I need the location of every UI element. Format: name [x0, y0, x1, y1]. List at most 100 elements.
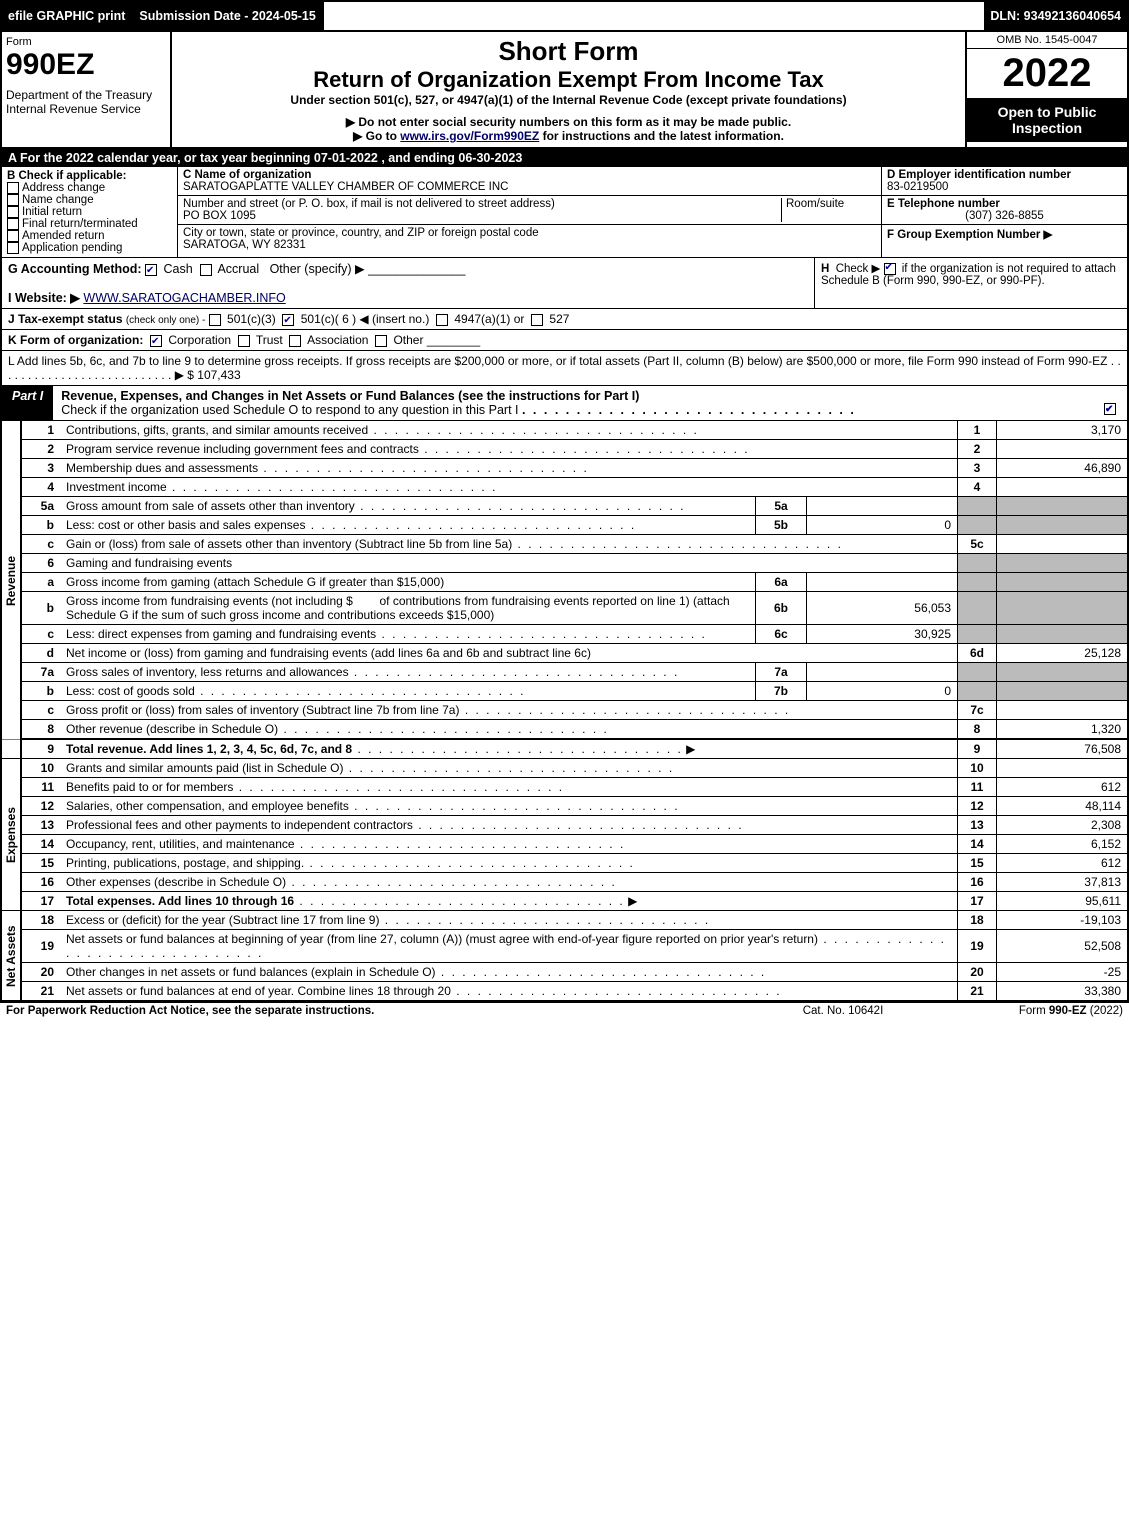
line-number: 14	[21, 835, 62, 854]
page-footer: For Paperwork Reduction Act Notice, see …	[0, 1001, 1129, 1019]
line-box: 2	[958, 440, 997, 459]
line-6c: c Less: direct expenses from gaming and …	[1, 625, 1128, 644]
line-amount: 1,320	[997, 720, 1129, 740]
right-header-block: OMB No. 1545-0047 2022 Open to Public In…	[965, 32, 1127, 147]
checkbox-cash-icon[interactable]	[145, 264, 157, 276]
d-ein-block: D Employer identification number 83-0219…	[882, 167, 1127, 196]
greyed-cell	[997, 663, 1129, 682]
checkbox-icon[interactable]	[7, 206, 19, 218]
line-6: 6 Gaming and fundraising events	[1, 554, 1128, 573]
line-number: 19	[21, 930, 62, 963]
line-10: Expenses 10 Grants and similar amounts p…	[1, 759, 1128, 778]
line-desc: Less: cost of goods sold	[66, 684, 195, 698]
b-item-initial-return[interactable]: Initial return	[7, 206, 172, 218]
col-b-check-applicable: B Check if applicable: Address change Na…	[2, 167, 178, 257]
submission-date: Submission Date - 2024-05-15	[133, 2, 323, 30]
line-desc: Printing, publications, postage, and shi…	[66, 856, 304, 870]
g-accounting-method: G Accounting Method: Cash Accrual Other …	[2, 258, 814, 308]
line-8: 8 Other revenue (describe in Schedule O)…	[1, 720, 1128, 740]
open-public-inspection: Open to Public Inspection	[967, 98, 1127, 142]
line-box: 17	[958, 892, 997, 911]
line-desc: Investment income	[66, 480, 167, 494]
footer-form-ref: Form 990-EZ (2022)	[943, 1005, 1123, 1017]
website-link[interactable]: WWW.SARATOGACHAMBER.INFO	[83, 291, 285, 305]
line-mid-box: 5a	[756, 497, 807, 516]
checkbox-icon[interactable]	[7, 182, 19, 194]
sidelabel-net-assets: Net Assets	[1, 911, 21, 1001]
line-6b: b Gross income from fundraising events (…	[1, 592, 1128, 625]
footer-form-pre: Form	[1019, 1005, 1049, 1017]
checkbox-accrual-icon[interactable]	[200, 264, 212, 276]
checkbox-h-icon[interactable]	[884, 263, 896, 275]
line-box: 13	[958, 816, 997, 835]
g-label: G Accounting Method:	[8, 262, 142, 276]
b-item-application-pending[interactable]: Application pending	[7, 242, 172, 254]
b-item-final-return[interactable]: Final return/terminated	[7, 218, 172, 230]
line-number: c	[21, 535, 62, 554]
goto-line: ▶ Go to www.irs.gov/Form990EZ for instru…	[180, 129, 957, 143]
dln: DLN: 93492136040654	[984, 2, 1127, 30]
line-mid-val: 30,925	[807, 625, 958, 644]
line-box: 1	[958, 421, 997, 440]
line-7a: 7a Gross sales of inventory, less return…	[1, 663, 1128, 682]
checkbox-501c-icon[interactable]	[282, 314, 294, 326]
line-amount: 37,813	[997, 873, 1129, 892]
checkbox-assoc-icon[interactable]	[289, 335, 301, 347]
line-18: Net Assets 18 Excess or (deficit) for th…	[1, 911, 1128, 930]
line-desc: Total expenses. Add lines 10 through 16	[66, 894, 294, 908]
line-20: 20 Other changes in net assets or fund b…	[1, 963, 1128, 982]
part-i-title: Revenue, Expenses, and Changes in Net As…	[53, 386, 1127, 420]
under-section: Under section 501(c), 527, or 4947(a)(1)…	[180, 93, 957, 107]
checkbox-icon[interactable]	[7, 194, 19, 206]
line-desc: Professional fees and other payments to …	[66, 818, 413, 832]
checkbox-icon[interactable]	[7, 242, 19, 254]
checkbox-501c3-icon[interactable]	[209, 314, 221, 326]
line-21: 21 Net assets or fund balances at end of…	[1, 982, 1128, 1001]
line-number: 15	[21, 854, 62, 873]
line-desc: Occupancy, rent, utilities, and maintena…	[66, 837, 295, 851]
checkbox-trust-icon[interactable]	[238, 335, 250, 347]
line-box: 16	[958, 873, 997, 892]
line-desc: Salaries, other compensation, and employ…	[66, 799, 349, 813]
j-opt-501c3: 501(c)(3)	[227, 312, 276, 326]
line-amount: 25,128	[997, 644, 1129, 663]
checkbox-part-i-icon[interactable]	[1104, 403, 1116, 415]
efile-print[interactable]: efile GRAPHIC print	[2, 2, 133, 30]
line-amount	[997, 440, 1129, 459]
b-item-amended-return[interactable]: Amended return	[7, 230, 172, 242]
line-desc: Gaming and fundraising events	[66, 556, 232, 570]
line-desc: Membership dues and assessments	[66, 461, 258, 475]
checkbox-corp-icon[interactable]	[150, 335, 162, 347]
k-label: K Form of organization:	[8, 333, 143, 347]
city-label: City or town, state or province, country…	[183, 227, 539, 239]
line-box: 6d	[958, 644, 997, 663]
b-item-address-change[interactable]: Address change	[7, 182, 172, 194]
line-mid-box: 6b	[756, 592, 807, 625]
line-number: 8	[21, 720, 62, 740]
line-amount	[997, 759, 1129, 778]
line-box: 5c	[958, 535, 997, 554]
c-address-block: Number and street (or P. O. box, if mail…	[178, 196, 881, 225]
checkbox-527-icon[interactable]	[531, 314, 543, 326]
line-number: 20	[21, 963, 62, 982]
b-item-name-change[interactable]: Name change	[7, 194, 172, 206]
line-number: 10	[21, 759, 62, 778]
checkbox-icon[interactable]	[7, 230, 19, 242]
greyed-cell	[958, 592, 997, 625]
checkbox-icon[interactable]	[7, 218, 19, 230]
line-7b: b Less: cost of goods sold 7b 0	[1, 682, 1128, 701]
line-desc: Gross income from gaming (attach Schedul…	[66, 575, 444, 589]
footer-paperwork: For Paperwork Reduction Act Notice, see …	[6, 1005, 743, 1017]
form-word: Form	[6, 36, 166, 48]
topbar-spacer	[324, 2, 985, 30]
c-city-block: City or town, state or province, country…	[178, 225, 881, 253]
checkbox-other-icon[interactable]	[375, 335, 387, 347]
i-label: I Website: ▶	[8, 291, 80, 305]
k-form-of-org: K Form of organization: Corporation Trus…	[0, 330, 1129, 351]
line-amount: 95,611	[997, 892, 1129, 911]
goto-link[interactable]: www.irs.gov/Form990EZ	[400, 129, 539, 143]
line-number: 13	[21, 816, 62, 835]
line-desc: Gross sales of inventory, less returns a…	[66, 665, 349, 679]
checkbox-4947-icon[interactable]	[436, 314, 448, 326]
greyed-cell	[997, 554, 1129, 573]
